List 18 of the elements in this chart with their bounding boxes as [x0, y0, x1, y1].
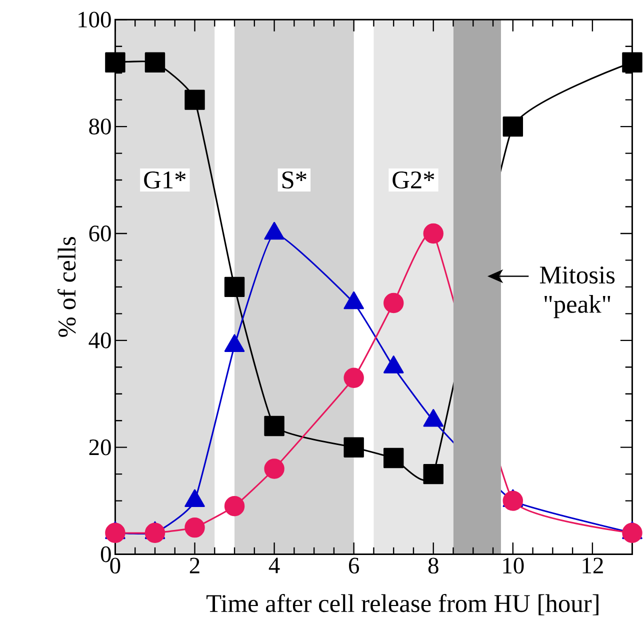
x-tick-label: 2 [190, 558, 200, 574]
x-tick-label: 8 [428, 558, 438, 574]
band-label: G1* [144, 172, 186, 189]
y-tick-label: 100 [78, 12, 111, 28]
y-tick-label: 0 [100, 546, 111, 562]
y-axis-title: % of cells [58, 237, 76, 337]
x-axis-title: Time after cell release from HU [hour] [206, 594, 598, 616]
annotation: Mitosis "peak" [540, 266, 615, 318]
y-tick-label: 20 [89, 440, 111, 456]
x-tick-label: 12 [582, 558, 603, 574]
y-tick-label: 40 [88, 332, 111, 348]
band-label: S* [282, 172, 306, 189]
y-tick-label: 60 [89, 226, 111, 242]
x-tick-label: 4 [268, 558, 280, 574]
y-tick-label: 80 [89, 118, 111, 135]
x-tick-label: 10 [503, 558, 524, 574]
x-tick-label: 6 [348, 558, 359, 574]
band-label: G2* [392, 172, 434, 189]
